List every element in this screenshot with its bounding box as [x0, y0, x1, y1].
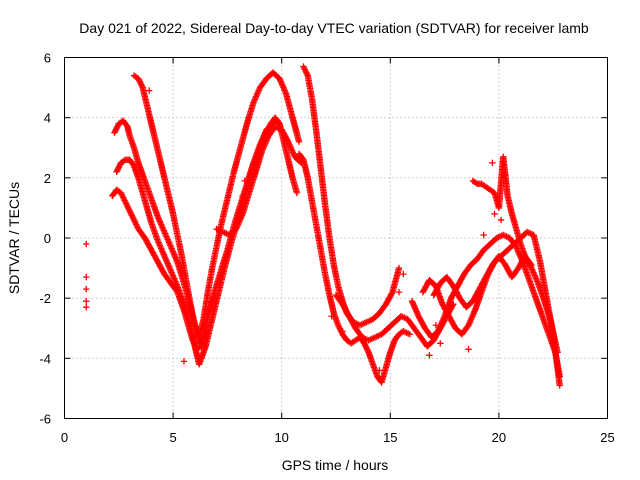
data-point [328, 313, 335, 320]
data-point [298, 159, 305, 166]
data-point [426, 352, 433, 359]
data-point [339, 328, 346, 335]
y-axis-tick-labels: -6 -4 -2 0 2 4 6 [39, 51, 51, 427]
y-tick-label: 4 [44, 111, 51, 126]
data-point [284, 137, 291, 144]
data-marks [83, 63, 563, 389]
data-point [437, 340, 444, 347]
data-point [432, 322, 440, 329]
x-axis-title: GPS time / hours [282, 457, 389, 473]
data-point [480, 231, 487, 239]
data-point [491, 210, 498, 218]
y-axis-title: SDTVAR / TECUs [6, 182, 22, 294]
chart-title: Day 021 of 2022, Sidereal Day-to-day VTE… [79, 20, 589, 36]
y-tick-label: 2 [44, 171, 51, 186]
data-point [395, 264, 403, 272]
data-point [556, 382, 563, 389]
series-scattered-points [146, 87, 509, 374]
data-point [83, 240, 90, 248]
x-tick-label: 20 [492, 430, 506, 445]
data-point [400, 270, 407, 278]
x-tick-label: 10 [274, 430, 288, 445]
axis-ticks [64, 57, 608, 419]
x-tick-label: 25 [600, 430, 614, 445]
series-trace-d [130, 69, 303, 341]
x-tick-label: 5 [169, 430, 176, 445]
y-tick-label: 6 [44, 51, 51, 66]
series-trace-c [109, 186, 209, 353]
data-point [120, 157, 128, 164]
data-point [489, 159, 496, 166]
data-point [239, 192, 246, 200]
x-axis-tick-labels: 0 5 10 15 20 25 [61, 430, 615, 445]
data-point [241, 177, 248, 185]
x-tick-label: 0 [61, 430, 68, 445]
data-point [406, 331, 414, 338]
y-tick-label: 0 [44, 231, 51, 246]
data-point [83, 297, 90, 305]
data-point [528, 261, 535, 269]
series-isolated-points [83, 240, 90, 311]
data-point [376, 367, 383, 374]
series-trace-l [430, 252, 535, 311]
data-point [497, 216, 505, 224]
y-tick-label: -6 [39, 412, 51, 427]
y-tick-label: -2 [39, 291, 51, 306]
data-point [83, 273, 90, 281]
data-point [202, 331, 209, 338]
data-point [465, 346, 472, 353]
data-point [83, 285, 90, 293]
data-point [295, 138, 303, 145]
data-point [472, 179, 479, 187]
series-trace-e [300, 63, 403, 329]
data-point [388, 290, 395, 297]
data-point [83, 303, 90, 311]
data-point [293, 189, 301, 197]
data-point [502, 171, 509, 179]
data-point [146, 87, 153, 94]
series-trace-g [213, 123, 305, 239]
data-point [180, 358, 188, 365]
y-tick-label: -4 [39, 351, 51, 366]
data-point [395, 288, 403, 296]
x-tick-label: 15 [383, 430, 397, 445]
data-point [173, 287, 180, 295]
data-point [296, 158, 304, 165]
data-point [554, 349, 561, 356]
data-point [527, 260, 534, 267]
series-trace-f [295, 150, 414, 386]
